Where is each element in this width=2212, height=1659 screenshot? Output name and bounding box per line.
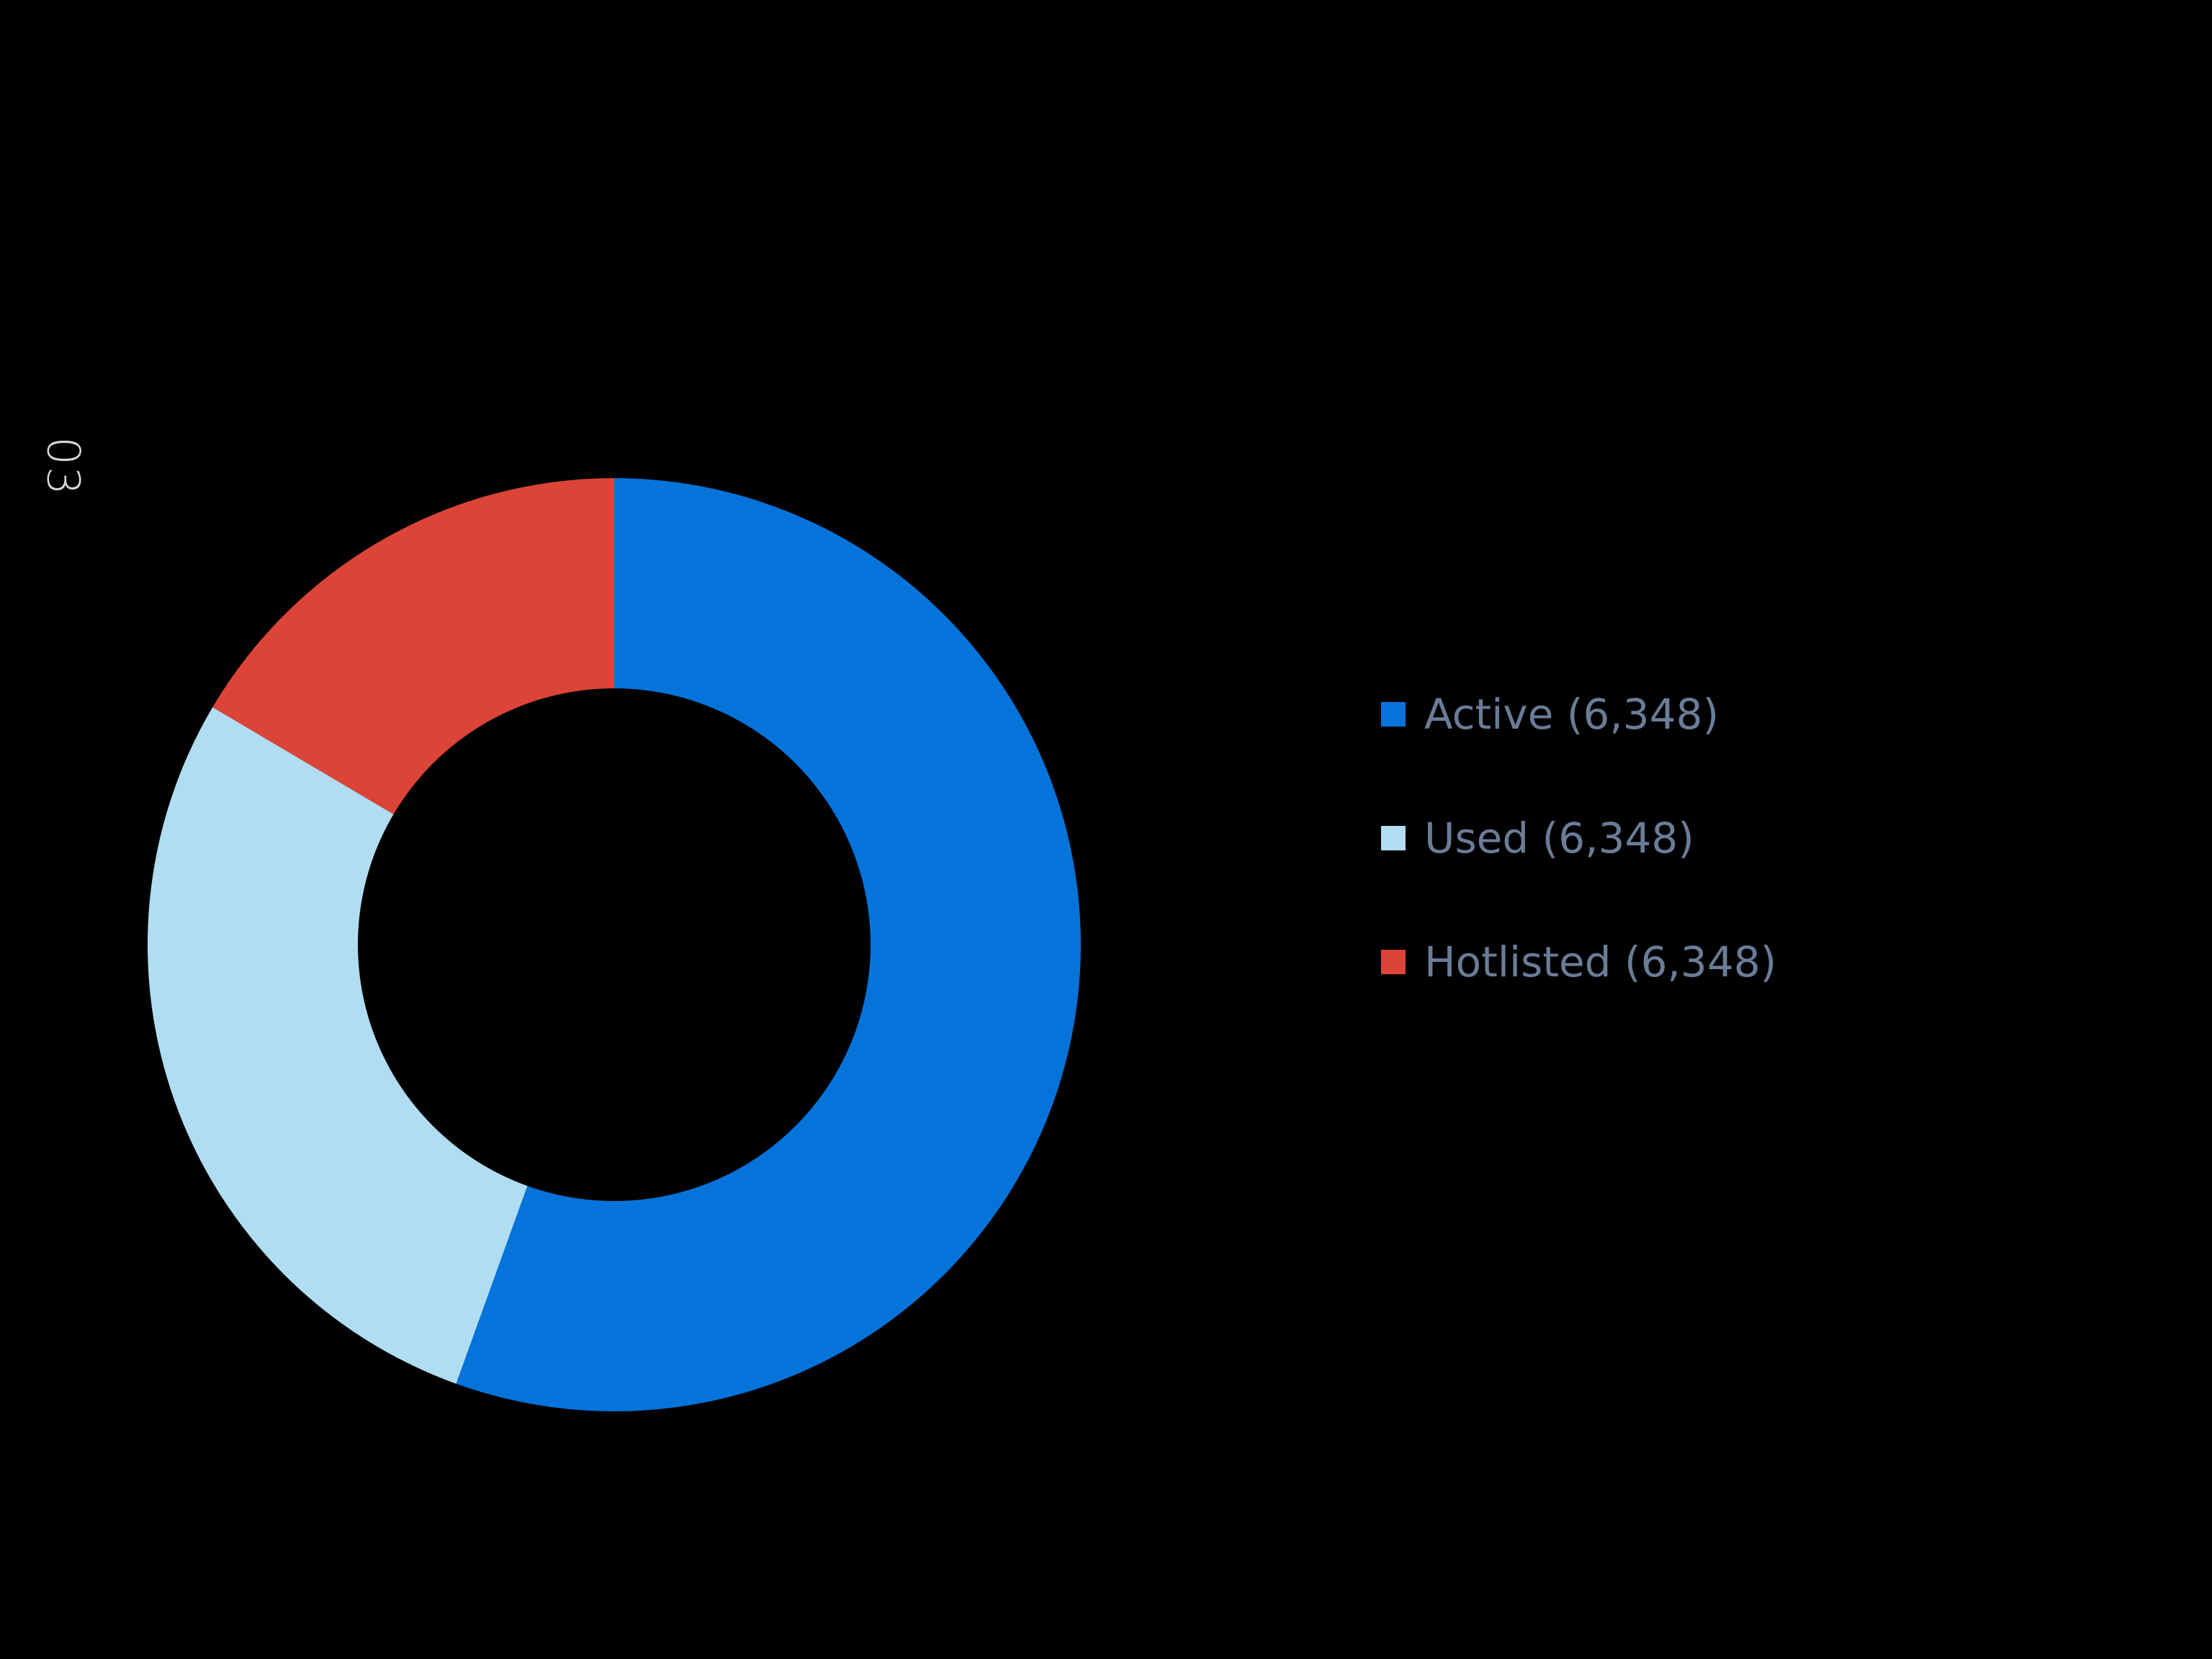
- legend-label-used: Used (6,348): [1424, 814, 1694, 863]
- legend-swatch-active: [1381, 702, 1406, 727]
- donut-slices: [147, 478, 1081, 1411]
- legend-label-hotlisted: Hotlisted (6,348): [1424, 938, 1777, 986]
- legend-label-active: Active (6,348): [1424, 690, 1719, 739]
- legend-item-hotlisted: Hotlisted (6,348): [1381, 933, 1776, 991]
- legend-swatch-hotlisted: [1381, 950, 1406, 974]
- slice-active: [456, 478, 1081, 1411]
- slice-used: [147, 707, 528, 1384]
- slide-number: 03: [37, 436, 90, 497]
- legend-swatch-used: [1381, 826, 1406, 850]
- slice-hotlisted: [212, 478, 615, 814]
- legend-item-active: Active (6,348): [1381, 685, 1719, 743]
- legend-item-used: Used (6,348): [1381, 809, 1694, 867]
